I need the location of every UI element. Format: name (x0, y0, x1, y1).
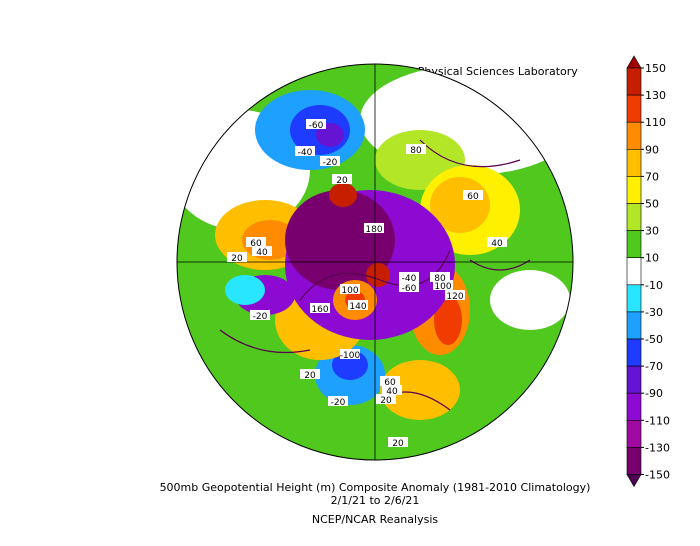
contour-label-bg (250, 310, 270, 320)
colorbar-bin (626, 419, 642, 448)
contour-label: -20 (323, 158, 338, 168)
colorbar-bin (626, 149, 642, 177)
contour-label: -60 (309, 121, 324, 131)
contour-label-bg (306, 119, 326, 129)
contour-label-bg (300, 369, 320, 379)
colorbar-bin (626, 203, 642, 231)
contour-label: -100 (340, 351, 361, 361)
colorbar-label: -50 (645, 333, 663, 346)
contour-label: -40 (402, 274, 417, 284)
contour-label-bg (463, 190, 483, 200)
colorbar-bin (626, 284, 642, 313)
contour-label: 80 (410, 146, 422, 156)
colorbar-label: 10 (645, 252, 659, 265)
colorbar-bin (626, 230, 642, 259)
contour-label-bg (340, 284, 360, 294)
contour-label: 140 (349, 302, 366, 312)
colorbar-bin (626, 392, 642, 421)
contour-label-bg (399, 282, 419, 292)
contour-label-bg (430, 272, 450, 282)
contour-label-bg (295, 146, 315, 156)
contour-label: 60 (467, 192, 479, 202)
colorbar-bin (626, 447, 642, 475)
colorbar-label: 110 (645, 116, 666, 129)
contour-label: 20 (380, 396, 392, 406)
contour-label-bg (406, 144, 426, 154)
contour-label: 20 (231, 254, 243, 264)
colorbar-bin (626, 311, 642, 340)
contour-label-bg (246, 237, 266, 247)
caption-line3: NCEP/NCAR Reanalysis (312, 513, 438, 526)
contour-labels: -60-40-208060402060402018016010014012010… (227, 119, 507, 449)
contour-label: 120 (446, 292, 463, 302)
contour-label: 20 (336, 176, 348, 186)
contour-label-bg (433, 280, 453, 290)
contour-label-bg (340, 349, 360, 359)
contour-label-bg (399, 272, 419, 282)
colorbar-label: -150 (645, 469, 670, 482)
colorbar-label: -30 (645, 306, 663, 319)
contour-label: 80 (434, 274, 446, 284)
contour-label: 40 (256, 248, 268, 258)
colorbar-bin (626, 176, 642, 204)
contour-label-bg (227, 252, 247, 262)
caption-line2: 2/1/21 to 2/6/21 (331, 494, 420, 507)
colorbar-label: 150 (645, 62, 666, 75)
contour-label-bg (252, 246, 272, 256)
contour-label: 20 (304, 371, 316, 381)
contour-label: 40 (386, 387, 398, 397)
contour-label: -20 (253, 312, 268, 322)
contour-label-bg (332, 174, 352, 184)
colorbar-bin (626, 67, 642, 96)
colorbar-top-triangle (626, 55, 642, 69)
caption-line1: 500mb Geopotential Height (m) Composite … (160, 481, 591, 494)
map-border (176, 63, 574, 461)
colorbar-label: 30 (645, 225, 659, 238)
contour-label-bg (376, 394, 396, 404)
contour-label-bg (445, 290, 465, 300)
colorbar-bin (626, 121, 642, 150)
colorbar-label: -130 (645, 441, 670, 454)
contour-label-bg (328, 396, 348, 406)
contour-label: -60 (402, 284, 417, 294)
colorbar-label: -110 (645, 414, 670, 427)
colorbar-bin (626, 365, 642, 394)
contour-label-bg (487, 237, 507, 247)
colorbar: 150 130 110 90 70 50 30 10 -10 -30 -50 -70 -90 -110 -1… (626, 55, 670, 488)
colorbar-label: 130 (645, 89, 666, 102)
contour-label: -20 (331, 398, 346, 408)
contour-label-bg (320, 156, 340, 166)
colorbar-bin (626, 257, 642, 286)
colorbar-bin (626, 338, 642, 367)
contour-label: 160 (311, 305, 328, 315)
contour-label: 20 (392, 439, 404, 449)
contour-label: 180 (365, 225, 382, 235)
contour-label-bg (364, 223, 384, 233)
contour-label: 40 (491, 239, 503, 249)
colorbar-bin (626, 94, 642, 123)
colorbar-label: 90 (645, 143, 659, 156)
contour-label-bg (382, 385, 402, 395)
colorbar-label: -90 (645, 387, 663, 400)
colorbar-bottom-triangle (626, 474, 642, 488)
contour-label-bg (310, 303, 330, 313)
colorbar-label: 70 (645, 170, 659, 183)
contour-label-bg (348, 300, 368, 310)
contour-label: 60 (384, 378, 396, 388)
colorbar-label: -10 (645, 279, 663, 292)
contour-label: 100 (434, 282, 451, 292)
contour-label: -40 (298, 148, 313, 158)
contour-label-bg (380, 376, 400, 386)
contour-label: 60 (250, 239, 262, 249)
colorbar-label: 50 (645, 198, 659, 211)
contour-label-bg (388, 437, 408, 447)
contour-label: 100 (341, 286, 358, 296)
colorbar-label: -70 (645, 360, 663, 373)
